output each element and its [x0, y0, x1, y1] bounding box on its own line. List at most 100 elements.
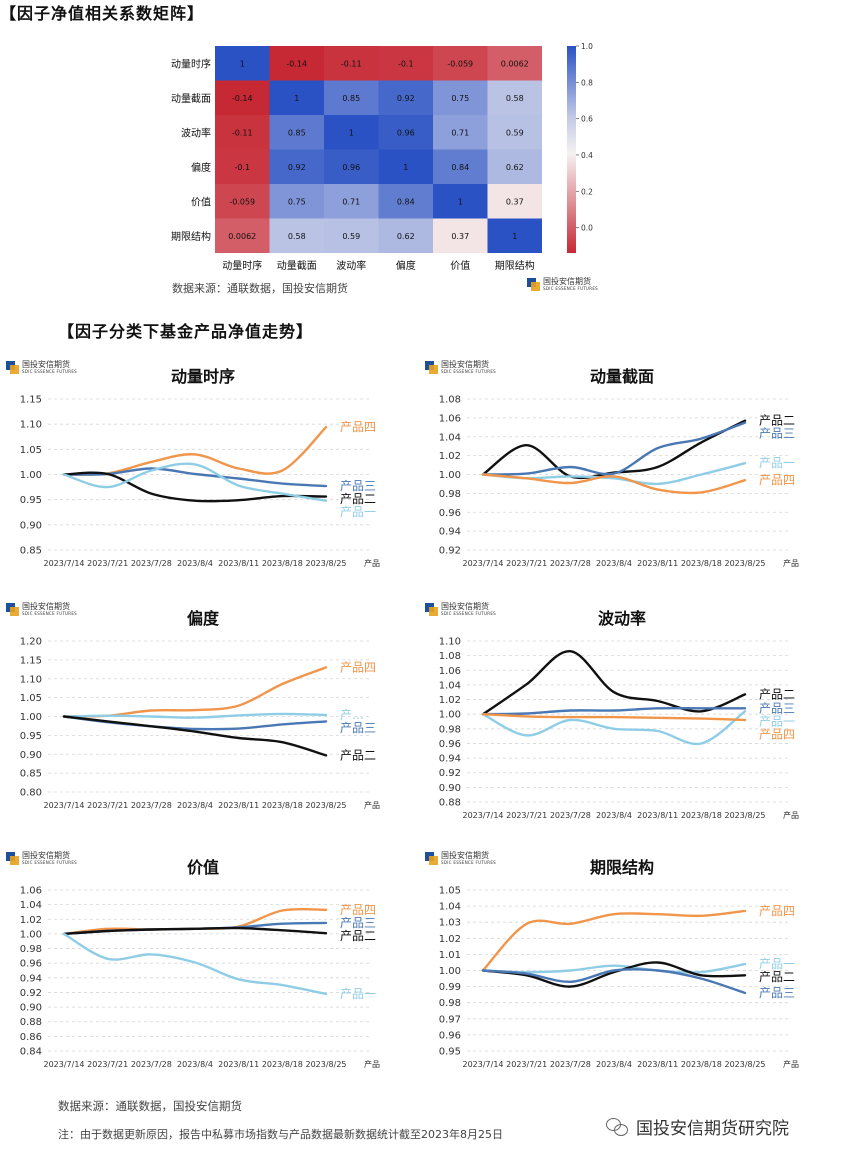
- y-tick-label: 0.99: [439, 982, 461, 993]
- y-tick-label: 1.05: [20, 693, 42, 704]
- heatmap-cell-label: 0.59: [506, 128, 524, 137]
- y-tick-label: 1.08: [439, 651, 461, 662]
- heatmap-row-label: 偏度: [191, 161, 211, 174]
- series-label: 产品四: [340, 660, 376, 674]
- series-line: [481, 419, 747, 480]
- brand-name-en: SDIC ESSENCE FUTURES: [22, 369, 78, 374]
- series-label: 产品三: [340, 916, 376, 930]
- y-tick-label: 1.20: [20, 637, 42, 648]
- heatmap-cell-label: 0.92: [397, 94, 415, 103]
- heatmap-cell: [433, 184, 488, 219]
- x-tick-label: 2023/7/21: [506, 559, 547, 568]
- series-line: [481, 968, 747, 995]
- heatmap-col-label: 动量时序: [222, 259, 262, 271]
- y-tick-label: 1.00: [20, 929, 42, 940]
- heatmap-cell: [378, 80, 433, 115]
- series-line: [481, 473, 747, 495]
- y-tick-label: 0.94: [439, 754, 461, 765]
- heatmap-cell: [487, 115, 542, 150]
- heatmap-cell-label: 0.0062: [501, 59, 529, 68]
- x-tick-label: 2023/8/4: [596, 1060, 632, 1069]
- heatmap-cell: [433, 115, 488, 150]
- x-tick-label: 2023/8/18: [262, 1060, 303, 1069]
- heatmap-cell: [215, 149, 270, 184]
- series-line: [481, 706, 747, 716]
- y-tick-label: 1.06: [439, 413, 461, 424]
- brand-logo: 国投安信期货 SDIC ESSENCE FUTURES: [425, 603, 496, 616]
- x-extra-label: 产品: [364, 1059, 380, 1069]
- heatmap-cell-label: -0.1: [398, 59, 414, 68]
- series-line: [481, 909, 747, 972]
- heatmap-cell: [215, 80, 270, 115]
- y-tick-label: 1.06: [20, 886, 42, 897]
- colorbar-tick-label: 0.2: [581, 187, 593, 196]
- x-extra-label: 产品: [783, 558, 799, 568]
- chart-title: 偏度: [186, 609, 219, 628]
- heatmap-cell: [324, 115, 379, 150]
- heatmap-cell-label: 0.71: [342, 197, 360, 206]
- heatmap-cell: [433, 80, 488, 115]
- y-tick-label: 0.94: [439, 527, 461, 538]
- x-tick-label: 2023/7/14: [462, 1060, 503, 1069]
- y-tick-label: 1.00: [20, 712, 42, 723]
- x-tick-label: 2023/7/28: [131, 559, 172, 568]
- heatmap-cell: [215, 218, 270, 253]
- x-tick-label: 2023/8/11: [218, 801, 259, 810]
- x-tick-label: 2023/8/18: [262, 801, 303, 810]
- x-tick-label: 2023/7/28: [131, 801, 172, 810]
- y-tick-label: 1.00: [439, 966, 461, 977]
- series-label: 产品一: [340, 987, 376, 1001]
- y-tick-label: 0.90: [439, 783, 461, 794]
- x-tick-label: 2023/8/11: [637, 1060, 678, 1069]
- line-chart: 1.05 1.04 1.03 1.02 1.01 1.00 0.99 0.98 0.97 0.96…: [439, 886, 799, 1070]
- chart-title: 价值: [186, 858, 219, 877]
- heatmap-cell-label: 0.62: [506, 163, 524, 172]
- colorbar-tick-label: 0.8: [581, 78, 593, 87]
- x-tick-label: 2023/8/4: [596, 811, 632, 820]
- heatmap-col-label: 动量截面: [277, 259, 317, 271]
- x-tick-label: 2023/7/28: [550, 559, 591, 568]
- heatmap-cell: [378, 149, 433, 184]
- series-line: [62, 467, 328, 488]
- wechat-icon: [606, 1117, 628, 1136]
- heatmap-cell-label: 0.37: [451, 232, 469, 241]
- heatmap-cell-label: 0.96: [397, 128, 415, 137]
- y-tick-label: 0.98: [439, 489, 461, 500]
- y-tick-label: 0.98: [20, 944, 42, 955]
- brand-name-en: SDIC ESSENCE FUTURES: [441, 860, 497, 865]
- line-chart: 1.06 1.04 1.02 1.00 0.98 0.96 0.94 0.92 0.90 0.88…: [20, 886, 380, 1070]
- brand-logo: 国投安信期货 SDIC ESSENCE FUTURES: [527, 278, 598, 291]
- brand-logo: 国投安信期货 SDIC ESSENCE FUTURES: [6, 852, 77, 865]
- heatmap-cell-label: 0.75: [451, 94, 469, 103]
- y-tick-label: 1.04: [439, 680, 461, 691]
- y-tick-label: 0.98: [439, 724, 461, 735]
- brand-name-en: SDIC ESSENCE FUTURES: [22, 860, 78, 865]
- x-extra-label: 产品: [783, 810, 799, 820]
- y-tick-label: 0.98: [439, 998, 461, 1009]
- heatmap-cell-label: 0.71: [451, 128, 469, 137]
- y-tick-label: 0.92: [439, 546, 461, 557]
- heatmap-cell-label: 0.92: [288, 163, 306, 172]
- y-tick-label: 1.00: [439, 470, 461, 481]
- heatmap-row-label: 波动率: [181, 126, 211, 139]
- brand-name-en: SDIC ESSENCE FUTURES: [441, 369, 497, 374]
- heatmap-cell: [269, 149, 324, 184]
- heatmap-cell-label: -0.11: [232, 128, 253, 137]
- series-label: 产品四: [759, 473, 795, 487]
- heatmap-cell: [324, 184, 379, 219]
- series-line: [481, 712, 747, 722]
- x-tick-label: 2023/8/18: [681, 1060, 722, 1069]
- y-tick-label: 1.04: [20, 900, 42, 911]
- y-tick-label: 0.86: [20, 1032, 42, 1043]
- y-tick-label: 0.92: [20, 988, 42, 999]
- brand-name-en: SDIC ESSENCE FUTURES: [441, 611, 497, 616]
- colorbar-tick-label: 1.0: [581, 42, 593, 51]
- heatmap-cell: [487, 80, 542, 115]
- brand-name: 国投安信期货: [22, 851, 70, 860]
- heatmap-col-label: 偏度: [396, 259, 416, 271]
- series-label: 产品一: [340, 505, 376, 519]
- series-label: 产品一: [759, 957, 795, 971]
- heatmap-cell-label: -0.059: [229, 197, 255, 206]
- y-tick-label: 1.08: [439, 395, 461, 406]
- heatmap-cell-label: 0.85: [342, 94, 360, 103]
